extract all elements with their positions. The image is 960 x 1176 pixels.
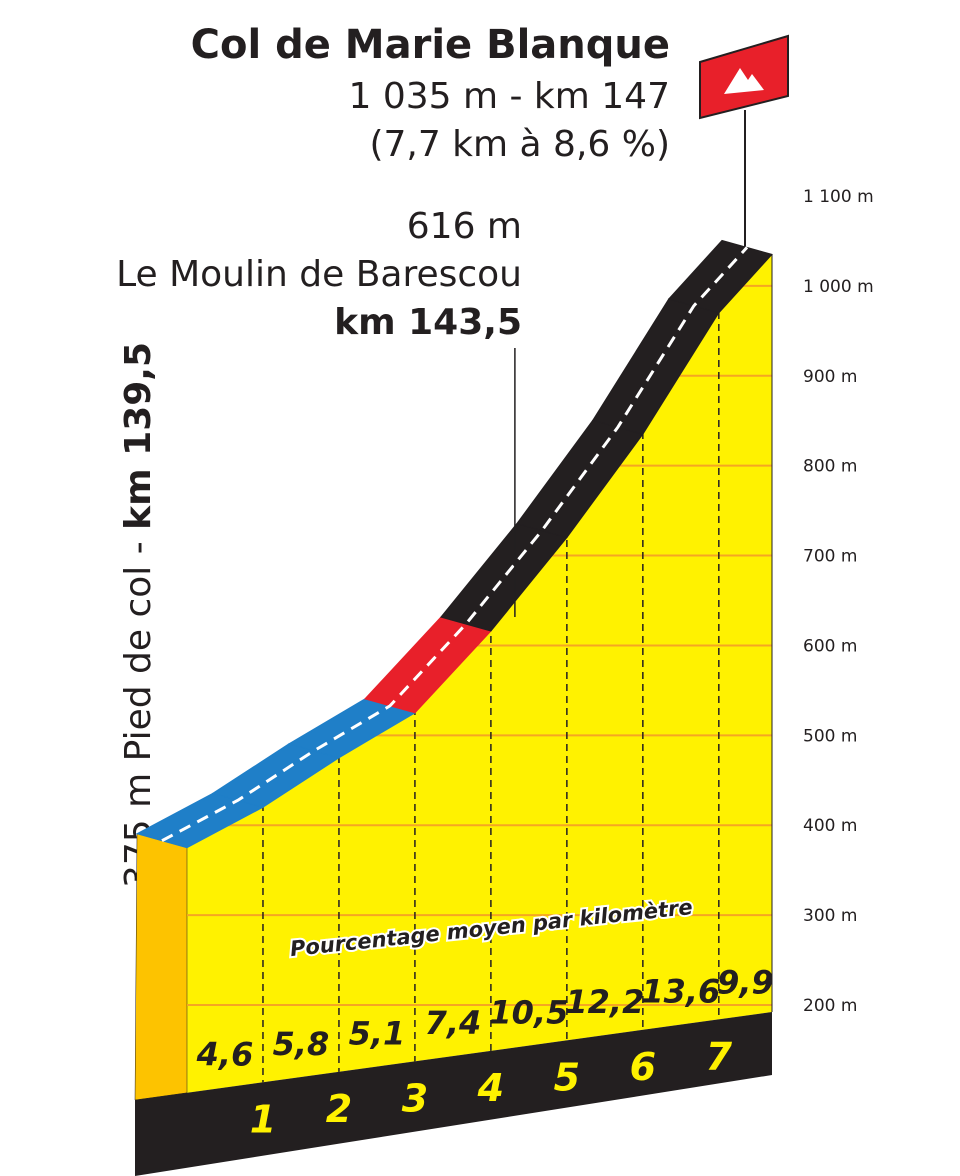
plot: 200 m 300 m 400 m 500 m 600 m 700 m 800 m 900 m… (134, 187, 874, 1176)
value-label: 10,5 (489, 994, 568, 1032)
value-label: 5,1 (349, 1015, 406, 1053)
subtitle: 1 035 m - km 147 (348, 76, 670, 117)
value-label: 4,6 (196, 1036, 254, 1074)
y-tick-label: 700 m (803, 547, 857, 567)
y-tick-label: 900 m (803, 367, 857, 387)
annotation: Le Moulin de Barescou (116, 254, 522, 295)
y-tick-label: 600 m (803, 636, 857, 656)
profile-body (187, 254, 772, 1093)
km-band (135, 1012, 772, 1176)
x-tick-label: 5 (554, 1055, 580, 1099)
start-label: 375 m Pied de col - km 139,5 (118, 342, 159, 888)
x-tick-label: 2 (326, 1087, 352, 1131)
x-tick-label: 6 (630, 1045, 656, 1089)
mountain-icon (724, 68, 764, 94)
value-label: 12,2 (565, 983, 644, 1021)
elevation-line (161, 246, 749, 843)
annotation: km 143,5 (334, 302, 522, 343)
subtitle: (7,7 km à 8,6 %) (369, 124, 670, 165)
annotation: 616 m (407, 206, 522, 247)
value-label: 9,9 (717, 964, 774, 1002)
y-tick-label: 800 m (803, 457, 857, 477)
start-km: km 139,5 (118, 342, 159, 530)
value-label: 5,8 (273, 1025, 330, 1063)
value-label: 13,6 (641, 973, 720, 1011)
y-tick-label: 1 000 m (803, 277, 874, 297)
x-tick-label: 4 (477, 1066, 504, 1110)
x-tick-label: 3 (402, 1076, 428, 1120)
y-tick-label: 200 m (803, 996, 857, 1016)
y-tick-label: 500 m (803, 726, 857, 746)
start-face (134, 833, 188, 1101)
y-tick-label: 400 m (803, 816, 857, 836)
chart-title: Col de Marie Blanque (191, 22, 670, 68)
value-label: 7,4 (425, 1004, 482, 1042)
x-tick-label: 1 (250, 1097, 276, 1141)
y-tick-label: 1 100 m (803, 187, 874, 207)
y-tick-label: 300 m (803, 906, 857, 926)
x-tick-label: 7 (706, 1034, 733, 1078)
